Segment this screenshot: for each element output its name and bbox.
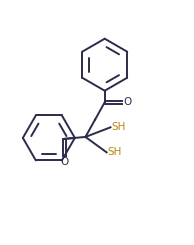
Text: SH: SH [111,122,126,132]
Text: O: O [123,97,131,107]
Text: SH: SH [108,147,122,157]
Text: O: O [60,157,68,167]
